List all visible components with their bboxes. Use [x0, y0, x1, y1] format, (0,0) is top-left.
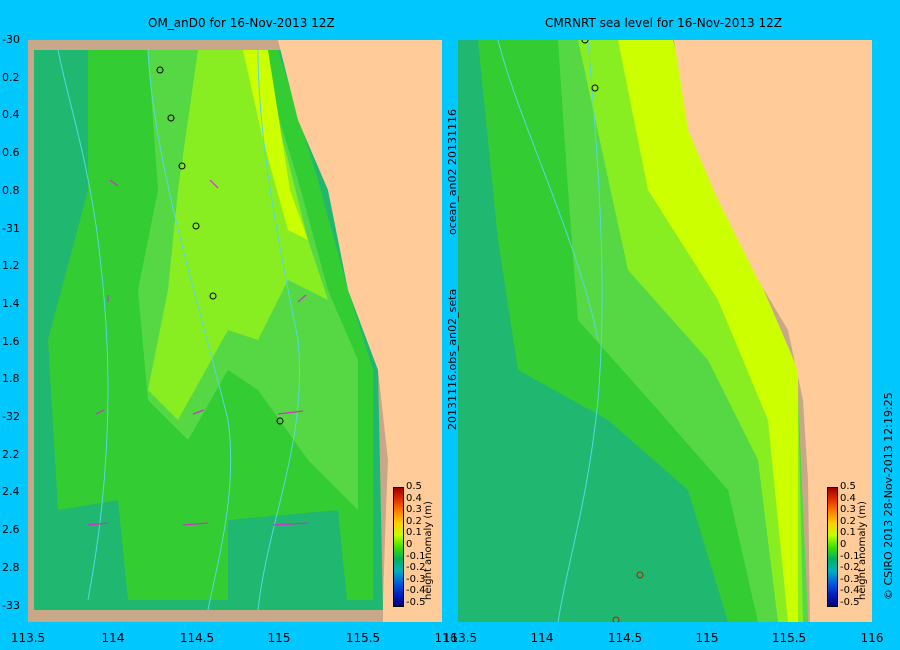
footer-copyright: © CSIRO 2013 28-Nov-2013 12:19:25: [882, 392, 895, 600]
colorbar-tick-label: -0.4: [406, 585, 426, 597]
left-map-svg: [28, 40, 442, 622]
y-axis-tick-label: 0.4: [2, 108, 20, 122]
colorbar-tick-label: -0.1: [840, 550, 860, 562]
colorbar-tick-label: 0.1: [406, 527, 422, 539]
colorbar-tick-label: -0.2: [840, 562, 860, 574]
colorbar-tick-label: 0.4: [406, 492, 422, 504]
x-axis-tick-label-right: 115.5: [771, 631, 807, 645]
y-axis-tick-label: -33: [2, 598, 20, 612]
y-axis-tick-label: 0.2: [2, 70, 20, 84]
x-axis-tick-label-left: 113.5: [10, 631, 46, 645]
x-axis-tick-label-left: 116: [434, 631, 458, 645]
x-axis-tick-label-left: 115.5: [345, 631, 381, 645]
left-panel-title: OM_anD0 for 16-Nov-2013 12Z: [148, 16, 335, 30]
right-colorbar-title: height anomaly (m): [857, 501, 868, 600]
y-axis-tick-label: 2.8: [2, 560, 20, 574]
colorbar-tick-label: 0.5: [406, 481, 422, 492]
side-label-obs: 20131116.obs_an02_seta: [446, 288, 459, 430]
colorbar-tick-label: -0.4: [840, 585, 860, 597]
colorbar-tick-label: -0.2: [406, 562, 426, 574]
colorbar-tick-label: -0.3: [406, 573, 426, 585]
right-map-svg: [458, 40, 872, 622]
colorbar-tick-label: 0.3: [406, 504, 422, 516]
right-colorbar: [827, 487, 838, 607]
y-axis-tick-label: 1.4: [2, 296, 20, 310]
left-colorbar-title: height anomaly (m): [423, 501, 434, 600]
x-axis-tick-label-left: 114.5: [179, 631, 215, 645]
land-mass: [278, 40, 442, 622]
side-label-run: ocean_an02 20131116: [446, 109, 459, 235]
x-axis-tick-label-right: 113.5: [442, 631, 478, 645]
x-axis-tick-label-right: 114: [530, 631, 554, 645]
colorbar-tick-label: 0.5: [840, 481, 856, 492]
left-colorbar: [393, 487, 404, 607]
colorbar-tick-label: -0.3: [840, 573, 860, 585]
colorbar-tick-label: 0.4: [840, 492, 856, 504]
x-axis-tick-label-left: 115: [267, 631, 291, 645]
y-axis-tick-label: 2.6: [2, 523, 20, 537]
colorbar-tick-label: 0.2: [840, 515, 856, 527]
y-axis-tick-label: -31: [2, 221, 20, 235]
x-axis-tick-label-right: 116: [860, 631, 884, 645]
x-axis-tick-label-left: 114: [101, 631, 125, 645]
colorbar-tick-label: 0: [840, 539, 847, 550]
y-axis-tick-label: 2.4: [2, 485, 20, 499]
y-axis-tick-label: 1.2: [2, 259, 20, 273]
y-axis-tick-label: -30: [2, 33, 20, 46]
y-axis-tick-label: 1.8: [2, 372, 20, 386]
x-axis-tick-label-right: 114.5: [607, 631, 643, 645]
x-axis-tick-label-right: 115: [695, 631, 719, 645]
y-axis-tick-label: 1.6: [2, 334, 20, 348]
colorbar-tick-label: -0.5: [840, 597, 860, 608]
left-map-panel: [28, 40, 442, 622]
colorbar-tick-label: 0.3: [840, 504, 856, 516]
right-map-panel: [458, 40, 872, 622]
colorbar-tick-label: -0.1: [406, 550, 426, 562]
colorbar-tick-label: -0.5: [406, 597, 426, 608]
colorbar-tick-label: 0.1: [840, 527, 856, 539]
y-axis-tick-label: -32: [2, 410, 20, 423]
right-panel-title: CMRNRT sea level for 16-Nov-2013 12Z: [545, 16, 782, 30]
y-axis-tick-label: 2.2: [2, 447, 20, 461]
y-axis-tick-label: 0.8: [2, 183, 20, 197]
colorbar-tick-label: 0.2: [406, 515, 422, 527]
y-axis-tick-label: 0.6: [2, 146, 20, 160]
colorbar-tick-label: 0: [406, 539, 413, 550]
